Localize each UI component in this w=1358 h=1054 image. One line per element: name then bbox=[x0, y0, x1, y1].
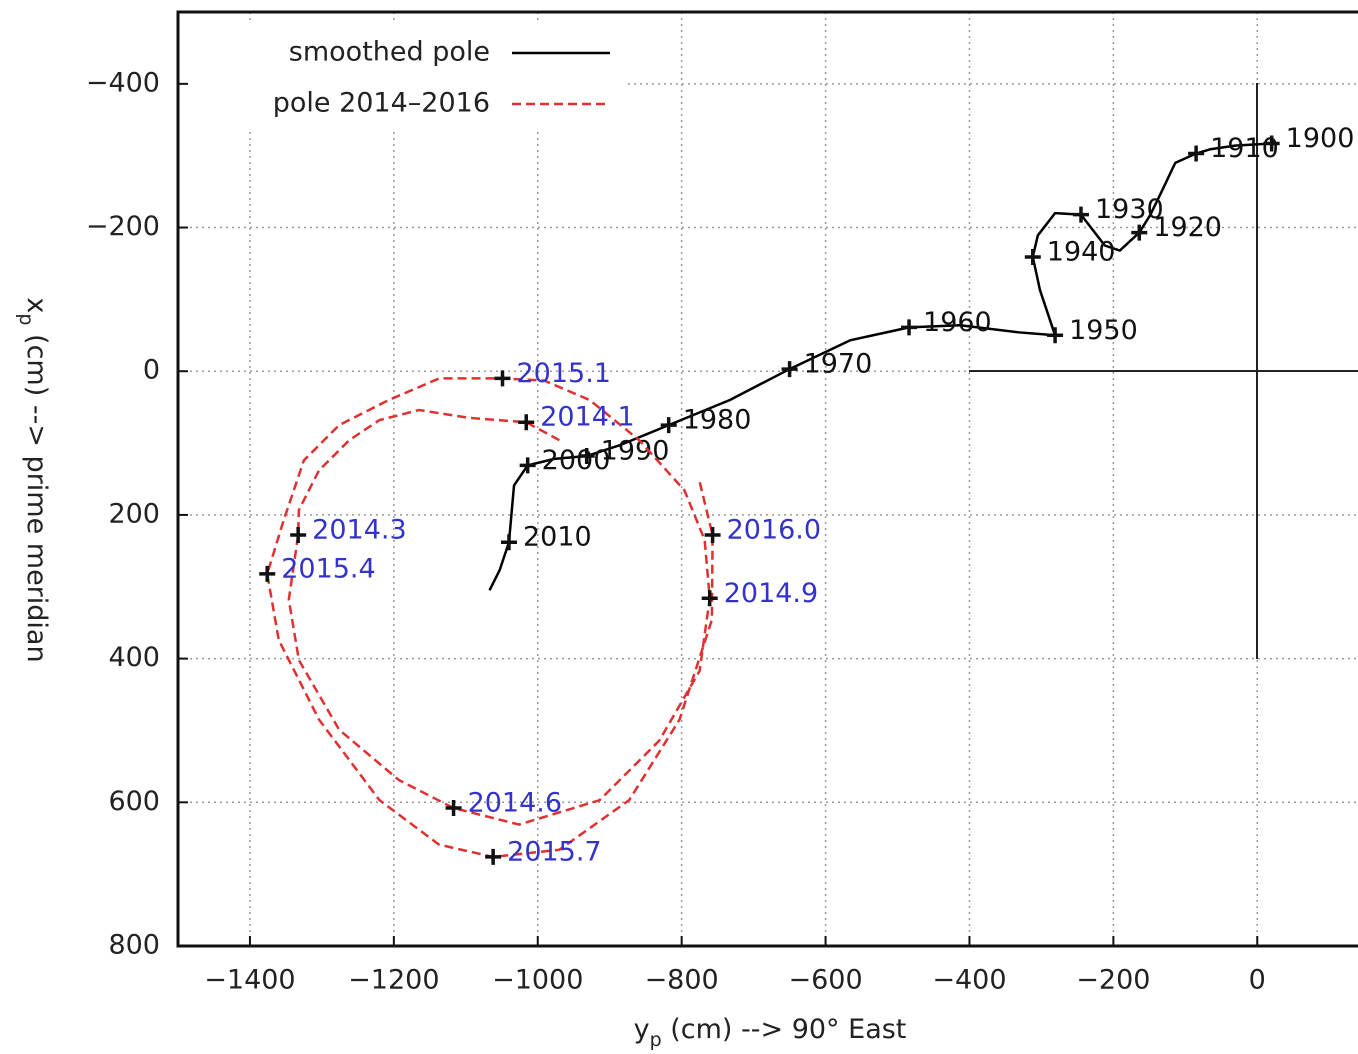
marker-label: 2010 bbox=[523, 522, 592, 553]
marker-label: 1910 bbox=[1210, 133, 1279, 164]
x-tick-label: −200 bbox=[1076, 965, 1150, 996]
marker bbox=[1188, 145, 1205, 162]
plot-area: 1900191019201930194019501960197019801990… bbox=[259, 123, 1354, 867]
x-tick-label: −400 bbox=[932, 965, 1006, 996]
x-tick-label: −600 bbox=[788, 965, 862, 996]
x-tick-label: 0 bbox=[1249, 965, 1266, 996]
marker bbox=[1131, 224, 1148, 241]
x-axis-label-var: y bbox=[634, 1014, 650, 1045]
marker-label: 1960 bbox=[923, 307, 992, 338]
marker-label: 1900 bbox=[1286, 123, 1355, 154]
marker-label: 1940 bbox=[1047, 236, 1116, 267]
marker bbox=[445, 800, 462, 817]
legend-label: pole 2014–2016 bbox=[273, 88, 490, 119]
y-tick-label: 400 bbox=[108, 642, 160, 673]
grid bbox=[178, 12, 1358, 947]
marker-label: 2015.4 bbox=[281, 553, 375, 584]
marker-label: 1930 bbox=[1095, 194, 1164, 225]
y-tick-label: −200 bbox=[86, 211, 160, 242]
marker bbox=[290, 527, 307, 544]
x-axis-label: yp (cm) --> 90° East bbox=[634, 1014, 907, 1051]
marker bbox=[578, 448, 595, 465]
marker-label: 2014.9 bbox=[724, 578, 818, 609]
marker bbox=[901, 319, 918, 336]
marker bbox=[500, 534, 517, 551]
marker bbox=[781, 361, 798, 378]
marker bbox=[519, 457, 536, 474]
x-tick-label: −1400 bbox=[204, 965, 295, 996]
y-tick-label: 200 bbox=[108, 498, 160, 529]
marker bbox=[701, 590, 718, 607]
marker-label: 2015.7 bbox=[507, 836, 601, 867]
y-tick-label: 0 bbox=[143, 355, 160, 386]
marker bbox=[1024, 248, 1041, 265]
x-tick-label: −800 bbox=[645, 965, 719, 996]
y-axis-label-text: (cm) --> prime meridian bbox=[22, 325, 53, 662]
x-tick-label: −1200 bbox=[348, 965, 439, 996]
marker-label: 1950 bbox=[1069, 315, 1138, 346]
marker bbox=[485, 848, 502, 865]
marker-label: 2015.1 bbox=[517, 358, 611, 389]
legend-background bbox=[180, 20, 628, 130]
y-tick-label: −400 bbox=[86, 67, 160, 98]
plot-frame bbox=[176, 10, 1358, 948]
marker bbox=[494, 370, 511, 387]
marker-label: 2000 bbox=[542, 445, 611, 476]
legend-label: smoothed pole bbox=[289, 37, 490, 68]
marker bbox=[704, 527, 721, 544]
marker-label: 1920 bbox=[1153, 212, 1222, 243]
y-axis-label: xp (cm) --> prime meridian bbox=[16, 297, 53, 662]
marker bbox=[660, 417, 677, 434]
x-axis-label-sub: p bbox=[650, 1029, 662, 1051]
y-axis-label-var: x bbox=[22, 297, 53, 313]
marker-label: 1970 bbox=[804, 349, 873, 380]
series-line bbox=[265, 377, 714, 859]
x-tick-label: −1000 bbox=[492, 965, 583, 996]
marker-label: 2014.3 bbox=[312, 515, 406, 546]
marker-label: 1980 bbox=[683, 405, 752, 436]
marker-label: 2016.0 bbox=[727, 515, 821, 546]
marker bbox=[259, 565, 276, 582]
marker bbox=[518, 414, 535, 431]
y-axis-label-sub: p bbox=[16, 313, 38, 325]
marker-label: 2014.1 bbox=[540, 402, 634, 433]
marker bbox=[1263, 135, 1280, 152]
y-tick-label: 600 bbox=[108, 786, 160, 817]
marker-label: 2014.6 bbox=[468, 788, 562, 819]
marker bbox=[1047, 327, 1064, 344]
x-axis-label-text: (cm) --> 90° East bbox=[662, 1014, 907, 1045]
y-tick-label: 800 bbox=[108, 930, 160, 961]
marker bbox=[1072, 206, 1089, 223]
